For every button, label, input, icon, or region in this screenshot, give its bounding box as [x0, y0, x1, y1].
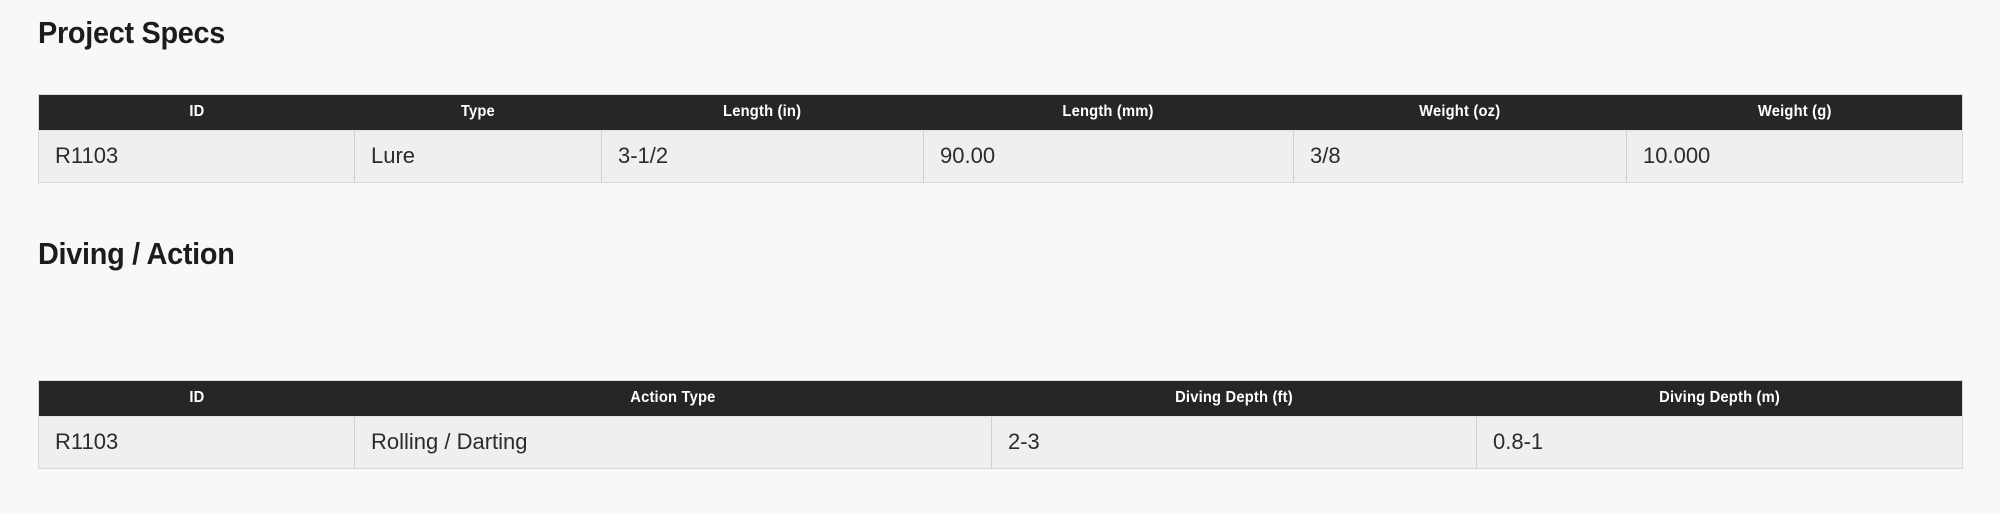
column-header-length-in[interactable]: Length (in) — [601, 94, 924, 131]
cell-type: Lure — [354, 129, 602, 183]
column-header-length-mm[interactable]: Length (mm) — [923, 94, 1294, 131]
cell-id: R1103 — [38, 129, 355, 183]
table-row[interactable]: R1103 Lure 3-1/2 90.00 3/8 10.000 — [38, 129, 1963, 183]
cell-id: R1103 — [38, 415, 355, 469]
column-header-length-mm-label: Length (mm) — [1062, 103, 1155, 120]
table-header-row: ID Action Type Diving Depth (ft) Diving … — [38, 380, 1963, 417]
table-body: R1103 Lure 3-1/2 90.00 3/8 10.000 — [38, 129, 1963, 183]
cell-diving-depth-ft: 2-3 — [991, 415, 1477, 469]
column-header-weight-oz[interactable]: Weight (oz) — [1293, 94, 1627, 131]
column-header-action-type-label: Action Type — [630, 389, 716, 406]
column-header-id-label: ID — [189, 103, 205, 120]
column-header-type[interactable]: Type — [354, 94, 602, 131]
column-header-weight-g[interactable]: Weight (g) — [1626, 94, 1963, 131]
column-header-weight-oz-label: Weight (oz) — [1419, 103, 1501, 120]
column-header-action-type[interactable]: Action Type — [354, 380, 992, 417]
column-header-diving-depth-ft[interactable]: Diving Depth (ft) — [991, 380, 1477, 417]
column-header-id[interactable]: ID — [38, 94, 355, 131]
table-row[interactable]: R1103 Rolling / Darting 2-3 0.8-1 — [38, 415, 1963, 469]
column-header-id[interactable]: ID — [38, 380, 355, 417]
column-header-diving-depth-m[interactable]: Diving Depth (m) — [1476, 380, 1963, 417]
cell-weight-g: 10.000 — [1626, 129, 1963, 183]
column-header-id-label: ID — [189, 389, 205, 406]
column-header-type-label: Type — [460, 103, 496, 120]
section-title-diving-action: Diving / Action — [38, 236, 235, 271]
project-specs-table: ID Type Length (in) Length (mm) Weight (… — [38, 94, 1963, 184]
cell-weight-oz: 3/8 — [1293, 129, 1627, 183]
diving-action-table: ID Action Type Diving Depth (ft) Diving … — [38, 380, 1963, 470]
table-header-row: ID Type Length (in) Length (mm) Weight (… — [38, 94, 1963, 131]
cell-length-in: 3-1/2 — [601, 129, 924, 183]
column-header-length-in-label: Length (in) — [723, 103, 802, 120]
section-title-project-specs: Project Specs — [38, 15, 226, 50]
column-header-diving-depth-m-label: Diving Depth (m) — [1658, 389, 1780, 406]
cell-length-mm: 90.00 — [923, 129, 1294, 183]
column-header-diving-depth-ft-label: Diving Depth (ft) — [1175, 389, 1293, 406]
cell-diving-depth-m: 0.8-1 — [1476, 415, 1963, 469]
table-body: R1103 Rolling / Darting 2-3 0.8-1 — [38, 415, 1963, 469]
column-header-weight-g-label: Weight (g) — [1757, 103, 1832, 120]
table-header: ID Type Length (in) Length (mm) Weight (… — [38, 94, 1963, 131]
table-header: ID Action Type Diving Depth (ft) Diving … — [38, 380, 1963, 417]
cell-action-type: Rolling / Darting — [354, 415, 992, 469]
